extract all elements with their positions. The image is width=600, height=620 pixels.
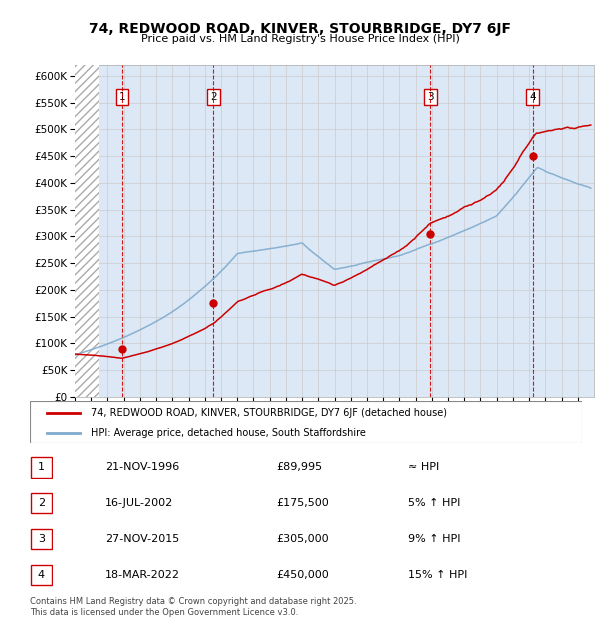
Text: 16-JUL-2002: 16-JUL-2002	[105, 498, 173, 508]
Text: £305,000: £305,000	[276, 534, 329, 544]
Text: 21-NOV-1996: 21-NOV-1996	[105, 463, 179, 472]
Text: 1: 1	[119, 92, 125, 102]
Text: 5% ↑ HPI: 5% ↑ HPI	[408, 498, 460, 508]
Text: 4: 4	[529, 92, 536, 102]
Text: 3: 3	[38, 534, 45, 544]
Text: 74, REDWOOD ROAD, KINVER, STOURBRIDGE, DY7 6JF: 74, REDWOOD ROAD, KINVER, STOURBRIDGE, D…	[89, 22, 511, 36]
Text: 3: 3	[427, 92, 434, 102]
FancyBboxPatch shape	[31, 565, 52, 585]
Text: ≈ HPI: ≈ HPI	[408, 463, 439, 472]
Text: 9% ↑ HPI: 9% ↑ HPI	[408, 534, 461, 544]
Text: £450,000: £450,000	[276, 570, 329, 580]
Text: 18-MAR-2022: 18-MAR-2022	[105, 570, 180, 580]
Text: HPI: Average price, detached house, South Staffordshire: HPI: Average price, detached house, Sout…	[91, 428, 365, 438]
Text: 1: 1	[38, 463, 45, 472]
Text: 27-NOV-2015: 27-NOV-2015	[105, 534, 179, 544]
FancyBboxPatch shape	[31, 494, 52, 513]
Text: 2: 2	[210, 92, 217, 102]
Text: 74, REDWOOD ROAD, KINVER, STOURBRIDGE, DY7 6JF (detached house): 74, REDWOOD ROAD, KINVER, STOURBRIDGE, D…	[91, 408, 447, 418]
FancyBboxPatch shape	[31, 458, 52, 477]
Text: £175,500: £175,500	[276, 498, 329, 508]
Text: 4: 4	[38, 570, 45, 580]
Text: 15% ↑ HPI: 15% ↑ HPI	[408, 570, 467, 580]
Text: Price paid vs. HM Land Registry's House Price Index (HPI): Price paid vs. HM Land Registry's House …	[140, 34, 460, 44]
Text: Contains HM Land Registry data © Crown copyright and database right 2025.
This d: Contains HM Land Registry data © Crown c…	[30, 598, 356, 617]
Text: £89,995: £89,995	[276, 463, 322, 472]
Text: 2: 2	[38, 498, 45, 508]
FancyBboxPatch shape	[31, 529, 52, 549]
FancyBboxPatch shape	[30, 401, 582, 443]
